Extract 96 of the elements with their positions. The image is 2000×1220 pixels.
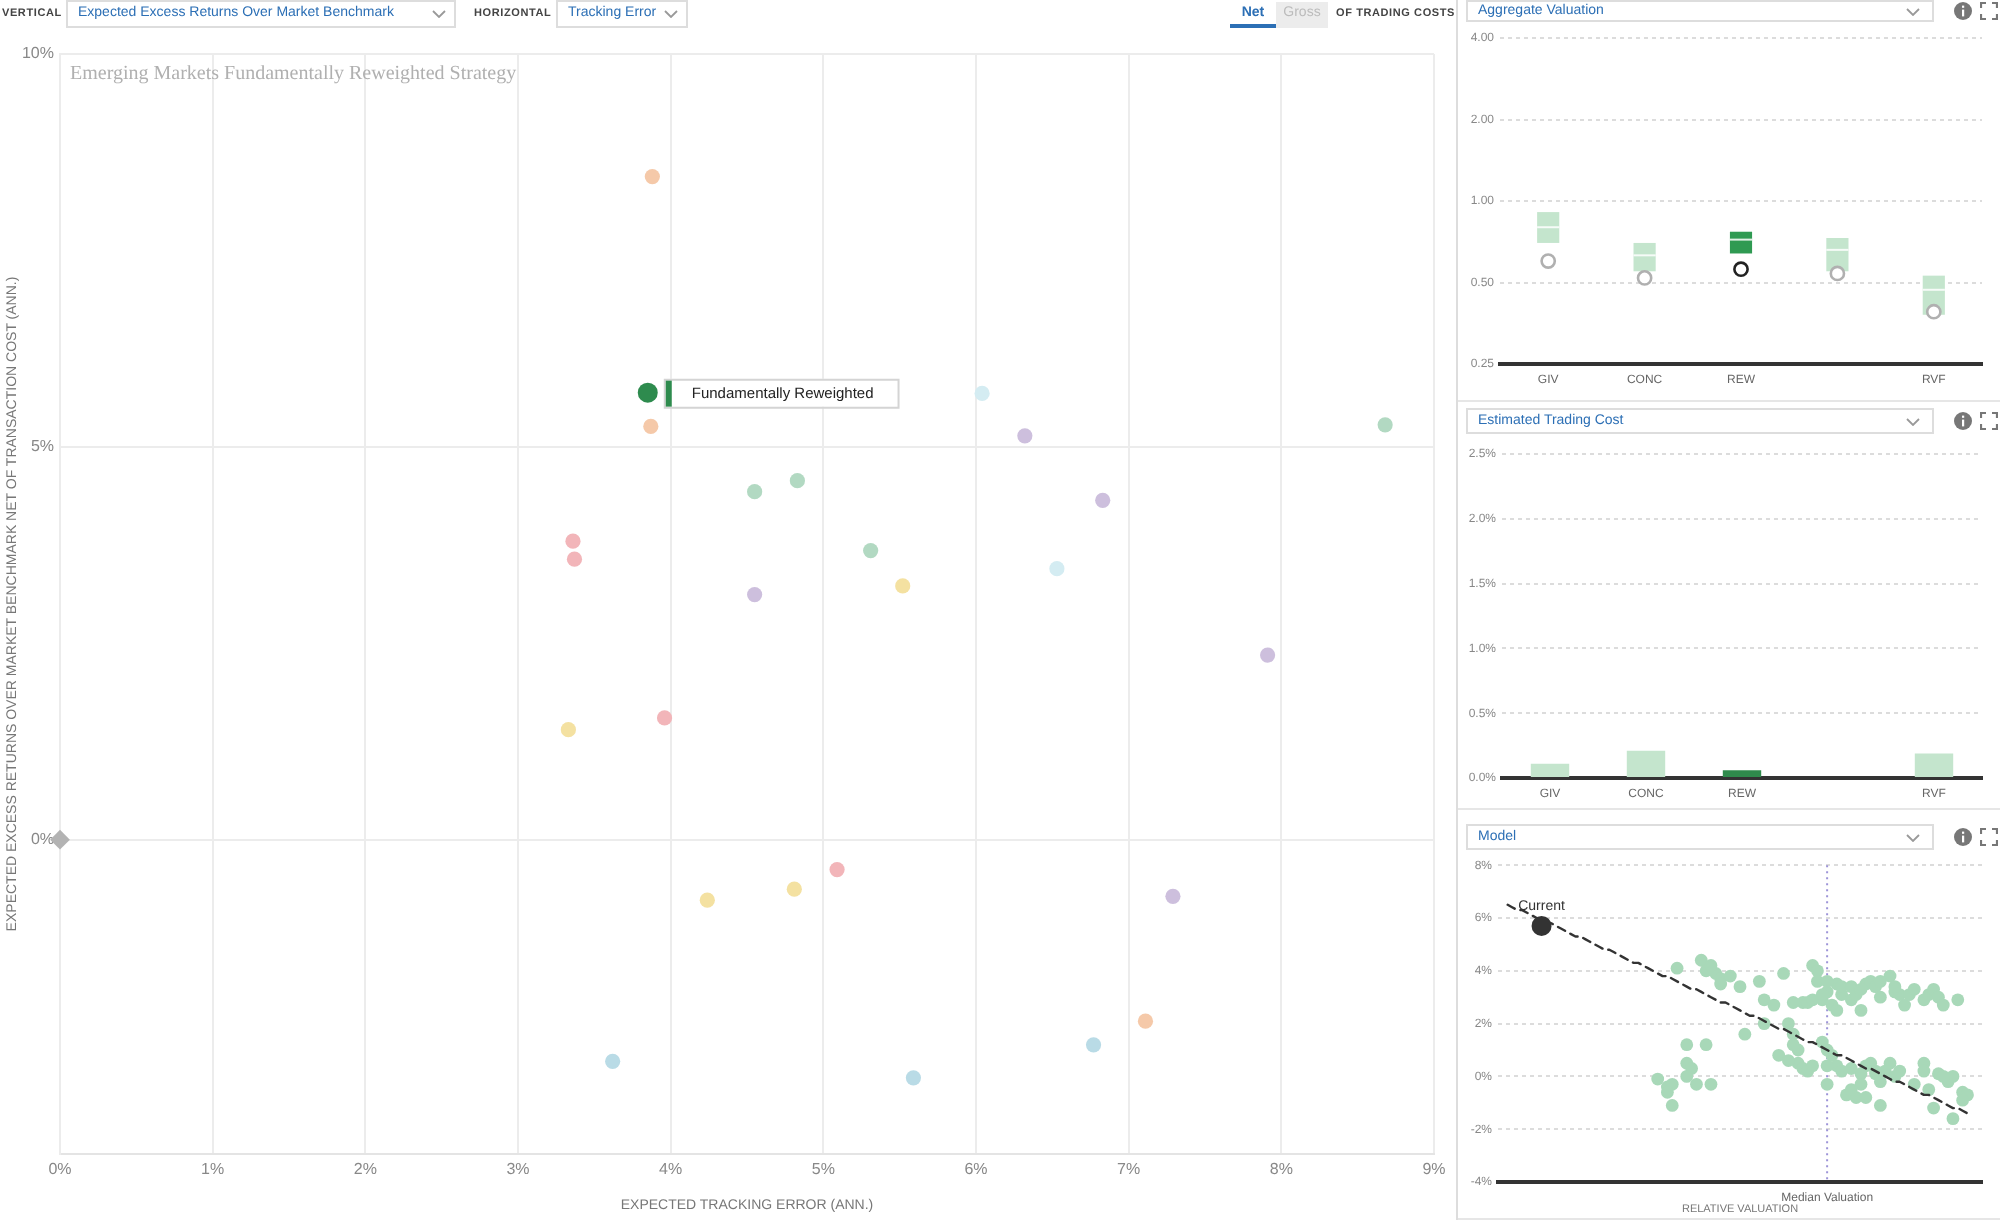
x-tick-label: 1%	[201, 1160, 225, 1179]
point	[644, 168, 660, 185]
point	[905, 1070, 922, 1086]
bar	[1722, 770, 1762, 777]
point	[747, 586, 763, 603]
point	[1925, 303, 1942, 320]
point	[1670, 961, 1684, 975]
point	[643, 418, 659, 435]
point	[1820, 1077, 1834, 1091]
point	[699, 892, 715, 908]
point	[1830, 1004, 1844, 1017]
y-tick-label: 10%	[21, 44, 54, 63]
x-tick-label: 3%	[506, 1160, 530, 1179]
point	[1690, 1077, 1703, 1091]
point	[1927, 1101, 1940, 1115]
point	[789, 473, 805, 489]
point	[895, 578, 911, 594]
point	[747, 484, 763, 500]
point	[1907, 982, 1921, 996]
bar	[1914, 753, 1954, 777]
point	[1757, 993, 1771, 1007]
point	[1772, 1048, 1786, 1062]
point	[1806, 1059, 1819, 1073]
point	[1782, 1017, 1795, 1030]
point	[1820, 1059, 1834, 1073]
point	[1951, 993, 1965, 1007]
point	[1777, 967, 1790, 980]
point	[1844, 1062, 1858, 1075]
point	[829, 861, 845, 878]
point	[1854, 1004, 1868, 1017]
point	[1704, 1077, 1718, 1091]
point	[1540, 253, 1557, 269]
x-tick-label: 2%	[353, 1160, 377, 1179]
x-tick-label: 9%	[1422, 1160, 1446, 1179]
x-tick-label: 5%	[811, 1160, 835, 1179]
point	[1898, 998, 1911, 1012]
point	[1699, 1038, 1713, 1052]
point	[1651, 1072, 1665, 1086]
line-series	[1506, 903, 1969, 1115]
point	[1873, 974, 1887, 988]
point	[1049, 561, 1065, 577]
text: Emerging Markets Fundamentally Reweighted Strategy	[70, 63, 517, 86]
x-tick-label: 6%	[964, 1160, 988, 1179]
x-tick-label: 0%	[48, 1160, 72, 1179]
point	[1829, 265, 1846, 282]
point	[1936, 1070, 1950, 1083]
point	[1786, 996, 1800, 1009]
point	[1806, 993, 1819, 1007]
point	[974, 385, 990, 402]
point	[1636, 269, 1653, 286]
point	[1820, 974, 1834, 988]
point	[1085, 1037, 1102, 1053]
point	[1786, 1038, 1800, 1052]
point	[1531, 915, 1552, 936]
point	[1782, 1054, 1795, 1067]
point	[1733, 261, 1749, 278]
point	[1811, 964, 1824, 978]
bar	[1626, 750, 1666, 777]
point	[1095, 492, 1111, 508]
point	[1873, 1099, 1887, 1112]
point	[863, 542, 879, 559]
y-tick-label: 0%	[30, 830, 54, 849]
x-tick-label: 8%	[1269, 1160, 1293, 1179]
point	[1017, 428, 1033, 444]
point	[1680, 1070, 1694, 1083]
point	[1859, 1091, 1873, 1104]
point	[1259, 647, 1276, 663]
point	[1165, 888, 1181, 904]
point	[1377, 417, 1393, 433]
point	[637, 382, 658, 403]
point	[1936, 998, 1950, 1012]
point	[1752, 974, 1766, 988]
point	[1665, 1099, 1679, 1112]
bar	[1530, 763, 1570, 777]
point	[50, 829, 70, 850]
y-tick-label: 5%	[30, 437, 54, 456]
point	[1946, 1112, 1960, 1126]
point	[1680, 1038, 1694, 1052]
point	[1767, 998, 1781, 1012]
point	[1922, 1083, 1936, 1096]
point	[1137, 1013, 1154, 1029]
point	[1883, 1056, 1897, 1070]
point	[1733, 980, 1747, 994]
x-tick-label: 7%	[1117, 1160, 1141, 1179]
point	[560, 722, 576, 738]
point	[786, 881, 802, 897]
point	[1873, 1075, 1887, 1089]
point	[1738, 1027, 1752, 1041]
point	[1854, 1077, 1868, 1091]
point	[565, 533, 581, 549]
point	[1873, 990, 1887, 1004]
point	[656, 710, 673, 726]
point	[566, 551, 583, 567]
x-tick-label: 4%	[659, 1160, 683, 1179]
point	[1723, 969, 1737, 983]
point	[605, 1053, 621, 1069]
